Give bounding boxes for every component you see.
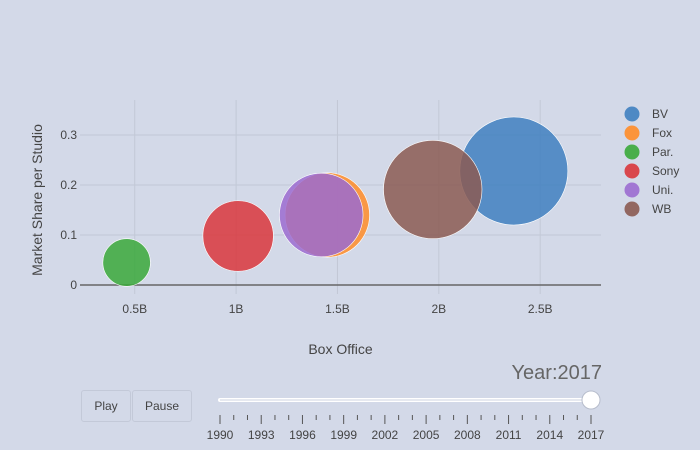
y-tick-label: 0.3 [60,128,77,142]
slider-tick-label: 2011 [496,428,522,442]
legend-marker [624,144,640,160]
year-value: 2017 [557,362,603,384]
y-tick-label: 0.2 [60,178,77,192]
legend-marker [624,201,640,217]
legend-label: Par. [652,145,673,159]
legend-marker [624,125,640,141]
slider-tick-label: 2017 [578,428,605,442]
slider-tick-label: 2005 [413,428,440,442]
legend-label: Sony [652,164,679,178]
legend-label: BV [652,107,668,121]
legend-item[interactable]: Uni. [624,182,674,198]
y-tick-label: 0 [70,278,77,292]
bubble-layer [102,116,569,287]
bubble-uni [279,172,364,258]
legend-item[interactable]: BV [624,106,669,122]
x-tick-label: 1.5B [325,302,350,316]
bubble-par [102,238,151,287]
y-tick-label: 0.1 [60,228,77,242]
pause-button[interactable]: Pause [132,390,192,422]
legend-label: WB [652,202,671,216]
slider-tick-label: 2002 [372,428,399,442]
legend-item[interactable]: Par. [624,144,674,160]
x-tick-label: 0.5B [122,302,147,316]
slider-tick-label: 1996 [289,428,316,442]
year-prefix: Year: [511,362,558,384]
slider-tick-label: 1993 [248,428,275,442]
slider-tick-label: 1999 [330,428,357,442]
axes: 0.5B 1B 1.5B 2B 2.5B 0 0.1 0.2 0.3 Box Office Mark… [29,124,553,357]
bubble-wb [383,139,483,240]
legend-item[interactable]: WB [624,201,672,217]
legend[interactable]: BV Fox Par. Sony Uni. WB [624,106,680,217]
x-tick-label: 2.5B [528,302,553,316]
x-tick-label: 2B [431,302,446,316]
year-slider[interactable]: 1990 1993 1996 1999 2002 2005 2008 2011 2014 2017 [207,390,605,442]
slider-handle[interactable] [581,390,601,410]
play-button[interactable]: Play [81,390,131,422]
x-axis-title: Box Office [308,341,373,357]
slider-tick-label: 2014 [536,428,563,442]
bubble-sony [202,200,274,272]
legend-item[interactable]: Sony [624,163,680,179]
y-axis-title: Market Share per Studio [29,124,45,276]
legend-label: Uni. [652,183,673,197]
legend-label: Fox [652,126,672,140]
current-year-display: Year:2017 [512,362,602,385]
slider-tick-label: 2008 [454,428,481,442]
legend-marker [624,182,640,198]
x-tick-label: 1B [229,302,244,316]
legend-marker [624,163,640,179]
slider-tick-label: 1990 [207,428,234,442]
legend-item[interactable]: Fox [624,125,673,141]
legend-marker [624,106,640,122]
